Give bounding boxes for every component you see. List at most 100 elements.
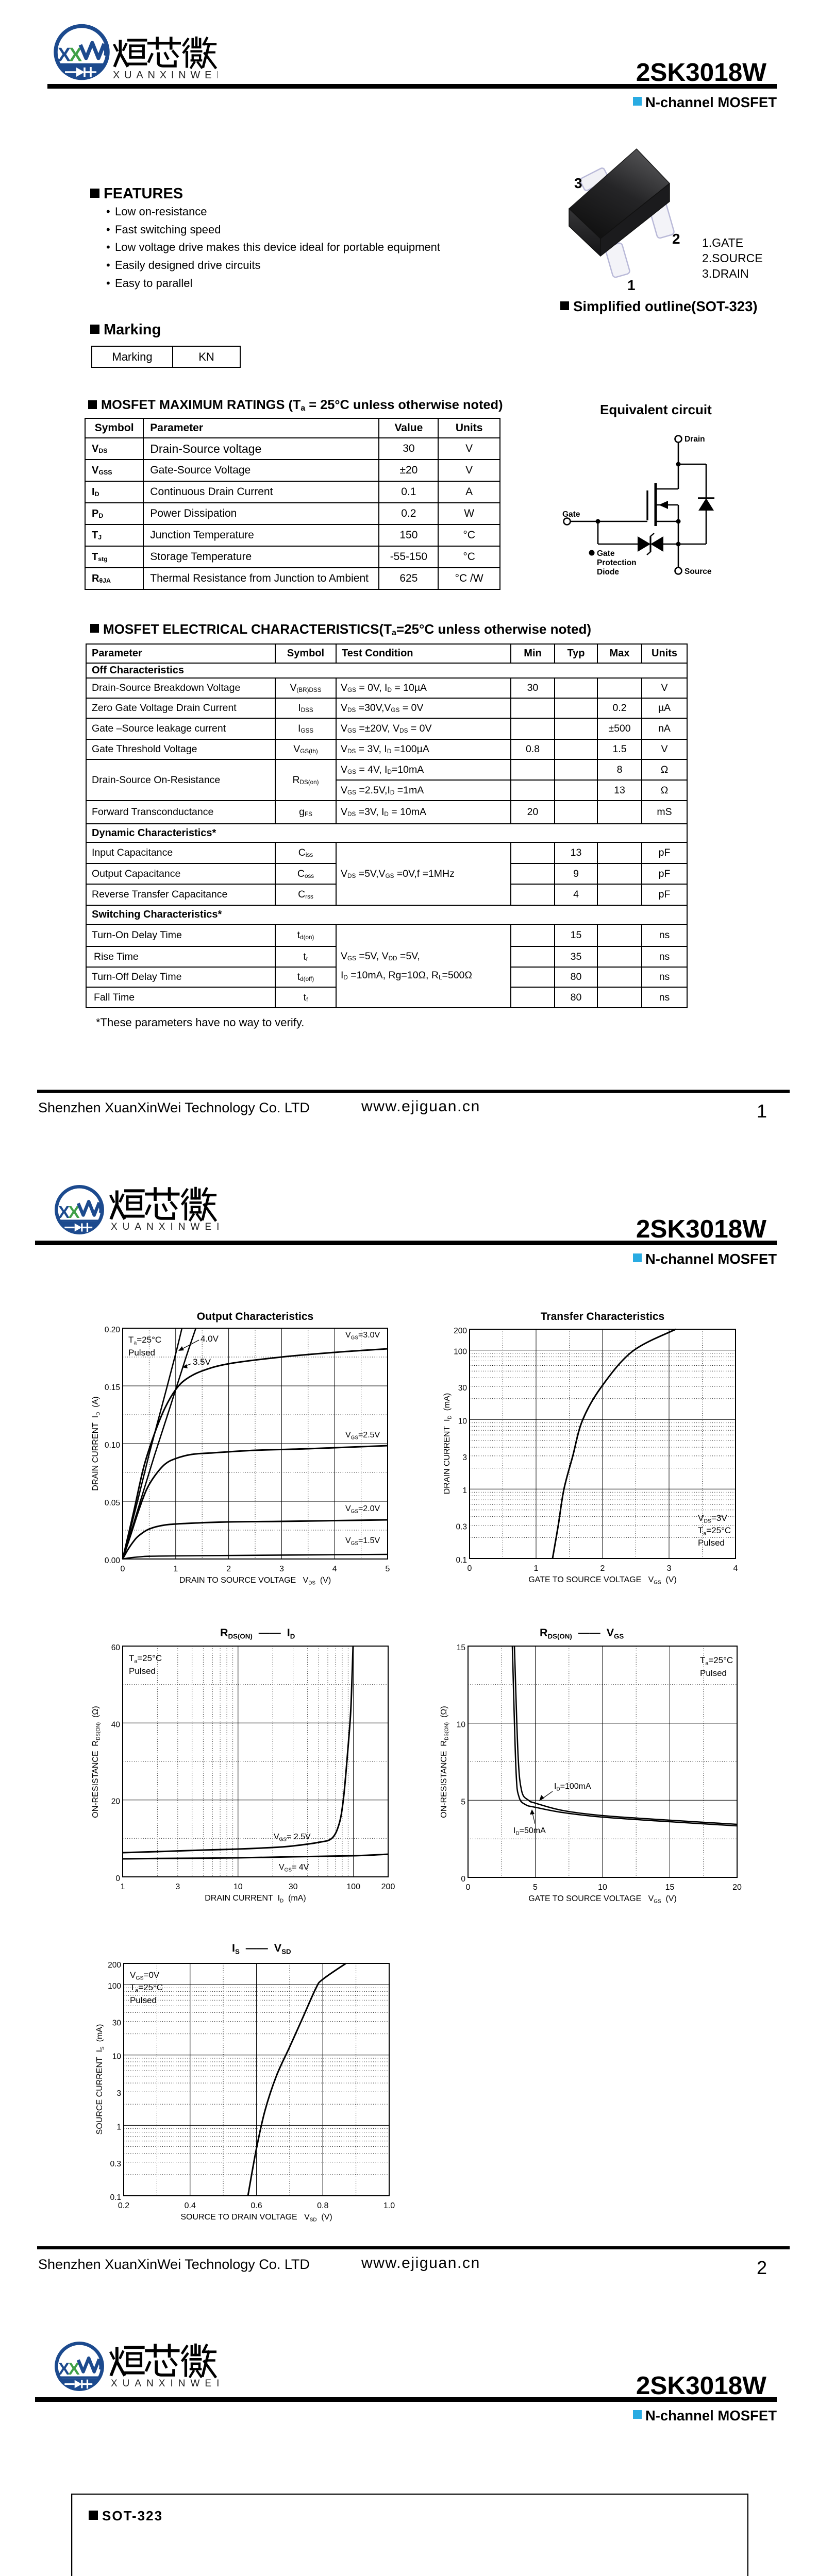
svg-text:VGS​= 2.5V: VGS​= 2.5V (274, 1833, 311, 1843)
svg-text:XUANXINWEI: XUANXINWEI (113, 70, 218, 81)
svg-text:1: 1 (462, 1486, 467, 1495)
svg-text:0.1: 0.1 (110, 2193, 121, 2202)
svg-text:0: 0 (115, 1874, 120, 1883)
svg-text:RDS(ON)​ —— ID​: RDS(ON)​ —— ID​ (220, 1626, 295, 1640)
svg-text:X: X (58, 44, 71, 66)
svg-text:3: 3 (667, 1564, 672, 1573)
svg-text:200: 200 (108, 1961, 121, 1970)
svg-text:10: 10 (457, 1721, 466, 1730)
svg-text:SOURCE CURRENT IS​ (mA): SOURCE CURRENT IS​ (mA) (95, 2024, 106, 2135)
svg-text:GATE TO SOURCE VOLTAGE VGS​: GATE TO SOURCE VOLTAGE VGS​ (V) (528, 1575, 677, 1586)
svg-text:GATE TO SOURCE VOLTAGE VGS​: GATE TO SOURCE VOLTAGE VGS​ (V) (528, 1894, 677, 1905)
svg-text:VGS​=2.5V: VGS​=2.5V (345, 1431, 380, 1441)
svg-text:3: 3 (574, 175, 582, 191)
svg-text:ID​=100mA: ID​=100mA (554, 1782, 591, 1792)
svg-text:0.4: 0.4 (185, 2201, 196, 2210)
svg-text:0.1: 0.1 (456, 1556, 467, 1565)
svg-text:4: 4 (332, 1565, 337, 1573)
svg-text:ID​=50mA: ID​=50mA (513, 1826, 546, 1837)
svg-text:VGS​=2.0V: VGS​=2.0V (345, 1504, 380, 1515)
svg-text:100: 100 (108, 1982, 121, 1991)
svg-text:DRAIN CURRENT ID​ (A): DRAIN CURRENT ID​ (A) (91, 1396, 102, 1490)
svg-text:15: 15 (665, 1883, 675, 1892)
svg-text:0: 0 (461, 1875, 465, 1884)
svg-text:Ta​=25°C: Ta​=25°C (700, 1655, 733, 1667)
svg-text:200: 200 (454, 1327, 467, 1335)
svg-text:DRAIN TO SOURCE VOLTAGE VDS​: DRAIN TO SOURCE VOLTAGE VDS​ (V) (179, 1576, 331, 1586)
svg-text:100: 100 (346, 1883, 360, 1891)
svg-text:10: 10 (112, 2053, 122, 2061)
svg-text:0.6: 0.6 (251, 2201, 262, 2210)
svg-text:40: 40 (111, 1720, 121, 1729)
svg-text:3: 3 (175, 1883, 180, 1891)
svg-text:ON-RESISTANCE RDS(ON)​ (Ω): ON-RESISTANCE RDS(ON)​ (Ω) (440, 1706, 450, 1818)
svg-text:1.0: 1.0 (383, 2201, 395, 2210)
svg-text:0: 0 (121, 1565, 125, 1573)
svg-text:RDS(ON)​ —— VGS​: RDS(ON)​ —— VGS​ (540, 1626, 624, 1640)
svg-text:XUANXINWEI: XUANXINWEI (111, 2378, 224, 2389)
svg-text:1: 1 (627, 277, 636, 293)
svg-text:0.3: 0.3 (110, 2160, 121, 2168)
svg-text:Pulsed: Pulsed (128, 1348, 155, 1358)
svg-text:Ta​=25°C: Ta​=25°C (128, 1335, 161, 1346)
svg-text:DRAIN CURRENT ID​ (mA): DRAIN CURRENT ID​ (mA) (443, 1393, 453, 1494)
svg-text:1: 1 (173, 1565, 178, 1573)
svg-text:X: X (68, 2360, 80, 2379)
svg-text:Diode: Diode (597, 568, 619, 577)
svg-text:0.00: 0.00 (105, 1556, 121, 1565)
svg-text:10: 10 (233, 1883, 243, 1891)
svg-text:0.15: 0.15 (105, 1383, 120, 1392)
svg-text:2: 2 (226, 1565, 231, 1573)
svg-text:0: 0 (468, 1564, 472, 1573)
svg-text:VDS​=3V: VDS​=3V (698, 1513, 727, 1524)
svg-text:30: 30 (458, 1384, 468, 1393)
svg-text:Pulsed: Pulsed (129, 1666, 156, 1676)
svg-text:0.2: 0.2 (118, 2201, 129, 2210)
svg-text:0.05: 0.05 (105, 1499, 120, 1507)
svg-text:2: 2 (672, 231, 680, 247)
svg-text:Pulsed: Pulsed (698, 1538, 725, 1548)
svg-text:Ta​=25°C: Ta​=25°C (129, 1653, 162, 1665)
svg-text:60: 60 (111, 1643, 121, 1652)
svg-text:4: 4 (733, 1564, 738, 1573)
svg-text:10: 10 (458, 1417, 468, 1426)
svg-text:3: 3 (462, 1453, 467, 1462)
svg-text:3: 3 (279, 1565, 284, 1573)
svg-text:5: 5 (386, 1565, 390, 1573)
svg-text:Drain: Drain (685, 435, 705, 444)
svg-text:3: 3 (116, 2089, 121, 2098)
svg-text:X: X (58, 2360, 70, 2379)
svg-text:ON-RESISTANCE RDS(ON)​ (Ω): ON-RESISTANCE RDS(ON)​ (Ω) (91, 1706, 102, 1818)
svg-text:XUANXINWEI: XUANXINWEI (111, 1222, 224, 1232)
svg-text:2: 2 (600, 1564, 605, 1573)
svg-text:0: 0 (466, 1883, 471, 1892)
svg-text:30: 30 (112, 2019, 122, 2028)
svg-text:0.10: 0.10 (105, 1441, 121, 1450)
svg-text:1: 1 (116, 2123, 121, 2131)
svg-text:30: 30 (289, 1883, 298, 1891)
svg-text:Transfer Characteristics: Transfer Characteristics (541, 1311, 664, 1323)
svg-text:0.3: 0.3 (456, 1523, 467, 1532)
svg-text:Source: Source (685, 567, 712, 576)
svg-text:100: 100 (454, 1348, 467, 1357)
svg-text:5: 5 (533, 1883, 538, 1892)
svg-text:0.20: 0.20 (105, 1326, 121, 1334)
svg-text:VGS​=0V: VGS​=0V (130, 1970, 160, 1981)
svg-text:Ta​=25°C: Ta​=25°C (130, 1982, 163, 1994)
svg-text:VGS​=3.0V: VGS​=3.0V (345, 1331, 380, 1341)
svg-text:20: 20 (111, 1798, 121, 1806)
svg-text:DRAIN CURRENT ID​ (mA): DRAIN CURRENT ID​ (mA) (205, 1894, 306, 1904)
svg-text:10: 10 (598, 1883, 607, 1892)
svg-text:Gate: Gate (562, 510, 580, 519)
svg-text:Output Characteristics: Output Characteristics (197, 1311, 313, 1323)
svg-text:4.0V: 4.0V (201, 1334, 219, 1344)
svg-text:X: X (68, 1203, 80, 1222)
svg-text:VGS​=1.5V: VGS​=1.5V (345, 1536, 380, 1547)
svg-text:1: 1 (121, 1883, 125, 1891)
svg-text:Gate: Gate (597, 549, 615, 558)
svg-text:IS​ —— VSD​: IS​ —— VSD​ (232, 1942, 291, 1956)
svg-text:Pulsed: Pulsed (700, 1668, 727, 1678)
svg-text:1: 1 (534, 1564, 539, 1573)
svg-text:5: 5 (461, 1798, 465, 1806)
svg-text:Ta​=25°C: Ta​=25°C (698, 1526, 731, 1537)
